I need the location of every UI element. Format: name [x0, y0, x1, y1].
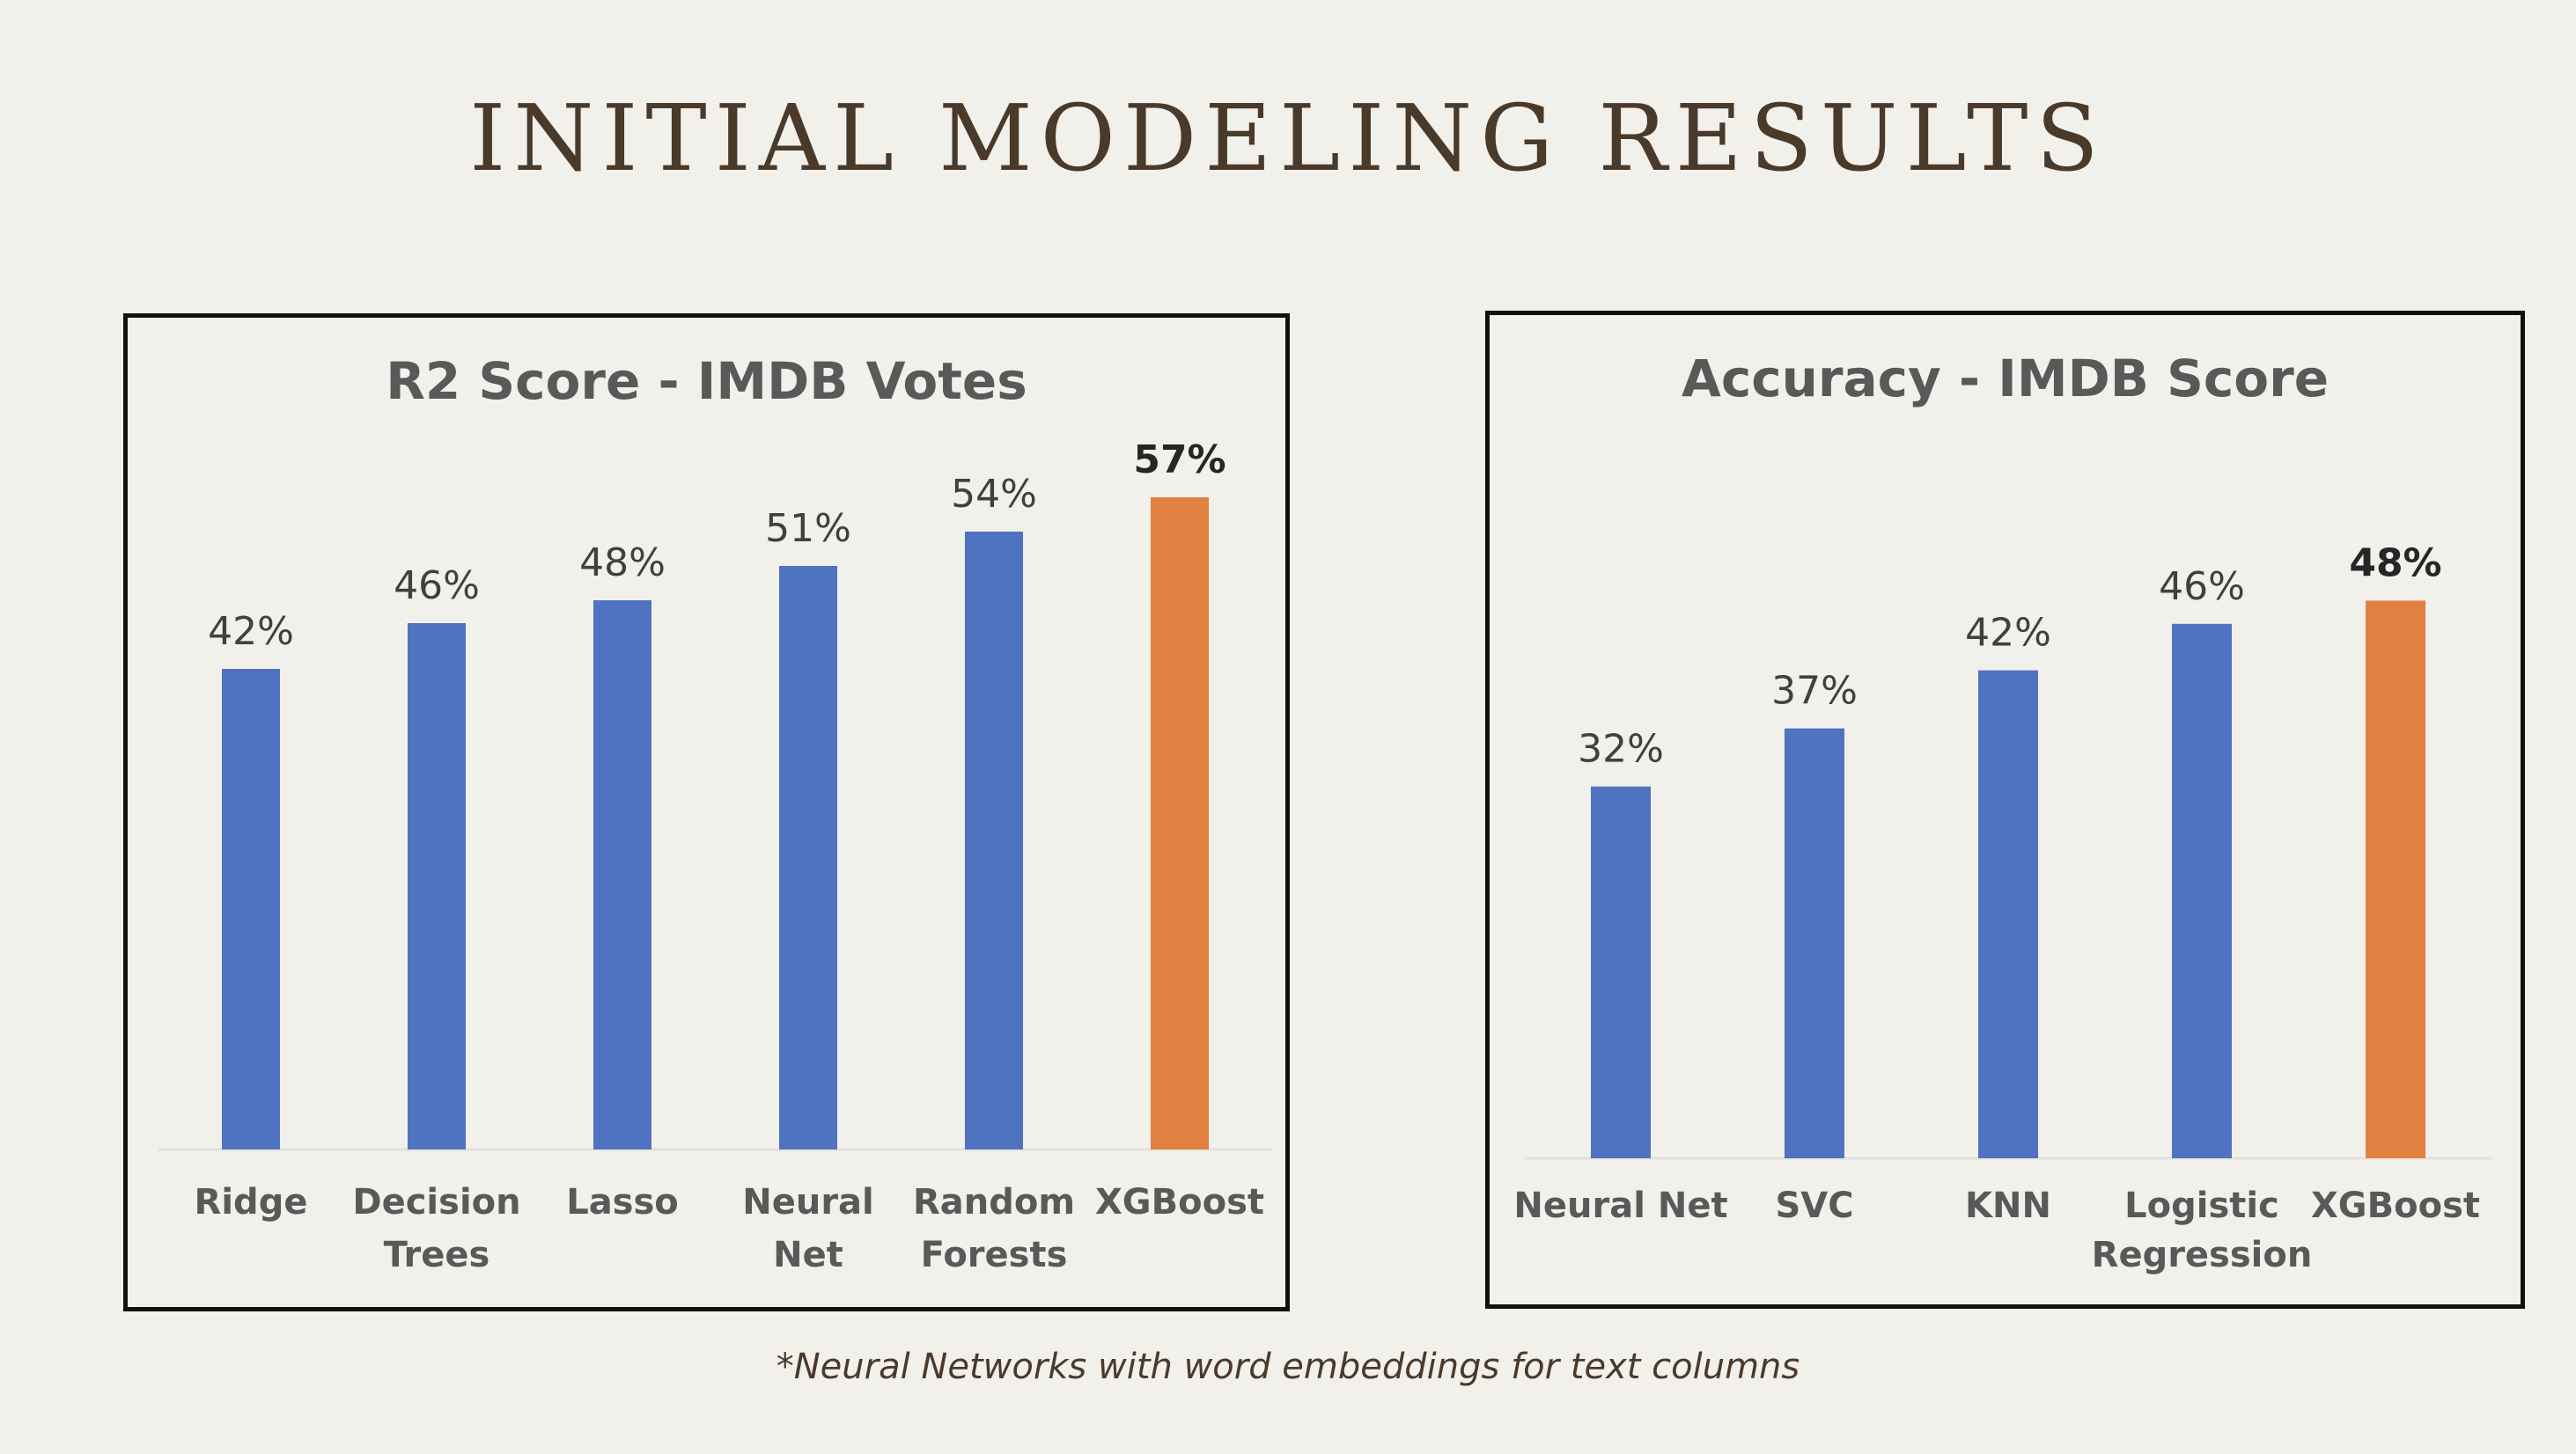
- bar-knn: [1978, 670, 2038, 1158]
- category-label-line: Neural: [742, 1182, 874, 1223]
- bar-random-forests: [965, 532, 1023, 1149]
- category-label: SVC: [1775, 1186, 1853, 1226]
- data-label: 32%: [1578, 727, 1664, 772]
- data-label: 54%: [951, 472, 1037, 517]
- accuracy-chart-svg: Accuracy - IMDB Score 32% Neural Net 37% SVC…: [1513, 349, 2492, 1275]
- category-label: Ridge: [195, 1182, 308, 1223]
- r2-score-chart: R2 Score - IMDB Votes 42% Ridge 46% Decision…: [123, 313, 1290, 1311]
- bar-lasso: [593, 600, 651, 1149]
- category-label: Neural Net: [1513, 1186, 1727, 1226]
- category-label: Logistic Regression: [2092, 1186, 2313, 1275]
- category-label: Decision Trees: [352, 1182, 520, 1275]
- bar-ridge: [222, 669, 280, 1149]
- category-label: XGBoost: [1095, 1182, 1264, 1223]
- bar-xgboost: [1151, 497, 1209, 1149]
- chart-title: Accuracy - IMDB Score: [1682, 349, 2329, 408]
- data-label: 51%: [765, 506, 851, 551]
- category-label-line: Random: [913, 1182, 1075, 1223]
- category-label: KNN: [1965, 1186, 2051, 1226]
- category-label-line: KNN: [1965, 1186, 2051, 1226]
- data-label: 46%: [394, 563, 480, 608]
- bar-xgboost: [2366, 600, 2425, 1158]
- category-label: Lasso: [566, 1182, 679, 1223]
- category-label-line: SVC: [1775, 1186, 1853, 1226]
- category-label-line: Lasso: [566, 1182, 679, 1223]
- data-label: 46%: [2159, 564, 2245, 609]
- data-label: 48%: [2349, 540, 2441, 585]
- footnote: *Neural Networks with word embeddings fo…: [776, 1347, 1800, 1387]
- category-label-line: Regression: [2092, 1235, 2313, 1275]
- data-label: 42%: [208, 609, 294, 654]
- bar-neural-net: [779, 566, 837, 1149]
- category-label-line: Forests: [921, 1235, 1068, 1275]
- category-label-line: Trees: [384, 1235, 490, 1275]
- data-label: 42%: [1965, 611, 2051, 656]
- bar-logistic-regression: [2172, 623, 2232, 1158]
- category-label-line: XGBoost: [2311, 1186, 2480, 1226]
- r2-score-chart-svg: R2 Score - IMDB Votes 42% Ridge 46% Decision…: [158, 351, 1273, 1275]
- data-label: 37%: [1771, 669, 1858, 714]
- category-label: Random Forests: [913, 1182, 1075, 1275]
- category-label-line: Decision: [352, 1182, 520, 1223]
- accuracy-chart: Accuracy - IMDB Score 32% Neural Net 37% SVC…: [1485, 311, 2525, 1309]
- category-label-line: Neural Net: [1513, 1186, 1727, 1226]
- category-label-line: Ridge: [195, 1182, 308, 1223]
- slide-title: INITIAL MODELING RESULTS: [469, 84, 2107, 192]
- bar-svc: [1785, 728, 1844, 1158]
- chart-title: R2 Score - IMDB Votes: [386, 351, 1027, 411]
- category-label-line: Logistic: [2124, 1186, 2279, 1226]
- bar-decision-trees: [408, 623, 466, 1149]
- category-label: XGBoost: [2311, 1186, 2480, 1226]
- category-label: Neural Net: [742, 1182, 874, 1275]
- data-label: 57%: [1133, 437, 1225, 482]
- data-label: 48%: [579, 540, 666, 585]
- bar-neural-net: [1591, 786, 1651, 1158]
- category-label-line: XGBoost: [1095, 1182, 1264, 1223]
- category-label-line: Net: [773, 1235, 843, 1275]
